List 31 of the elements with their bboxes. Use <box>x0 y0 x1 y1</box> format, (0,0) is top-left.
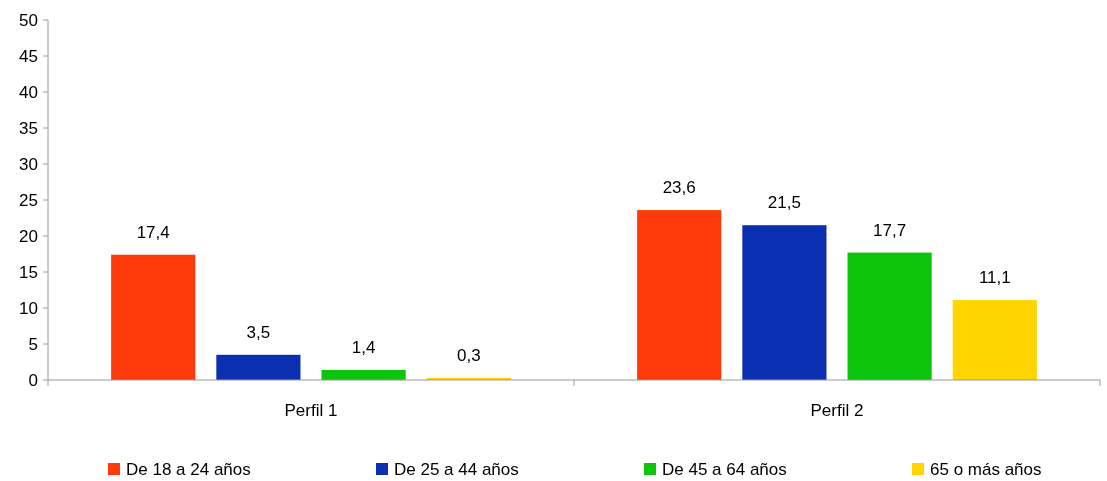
data-label: 17,7 <box>873 220 907 240</box>
bar <box>216 354 301 380</box>
x-tick-label: Perfil 1 <box>284 401 338 420</box>
y-tick-label: 5 <box>28 334 38 354</box>
y-tick-label: 30 <box>19 154 38 174</box>
legend-label: 65 o más años <box>930 459 1042 479</box>
y-tick-label: 50 <box>19 10 38 30</box>
data-label: 21,5 <box>767 193 801 213</box>
y-tick-label: 25 <box>19 190 38 210</box>
data-label: 17,4 <box>136 222 170 242</box>
bar <box>847 252 932 380</box>
bar <box>637 210 722 380</box>
y-tick-label: 0 <box>28 370 38 390</box>
bar <box>742 225 827 380</box>
y-tick-label: 15 <box>19 262 38 282</box>
y-tick-label: 40 <box>19 82 38 102</box>
y-tick-label: 45 <box>19 46 38 66</box>
legend-label: De 18 a 24 años <box>126 459 251 479</box>
y-tick-label: 10 <box>19 298 38 318</box>
bar <box>952 300 1037 380</box>
bar <box>111 254 196 380</box>
data-label: 0,3 <box>456 345 481 365</box>
data-label: 3,5 <box>246 322 271 342</box>
data-label: 11,1 <box>978 268 1011 288</box>
legend-label: De 25 a 44 años <box>394 459 519 479</box>
data-label: 1,4 <box>351 337 376 357</box>
legend-label: De 45 a 64 años <box>662 459 787 479</box>
x-tick-label: Perfil 2 <box>810 401 864 420</box>
data-label: 23,6 <box>662 178 696 198</box>
y-tick-label: 35 <box>19 118 38 138</box>
y-tick-label: 20 <box>19 226 38 246</box>
